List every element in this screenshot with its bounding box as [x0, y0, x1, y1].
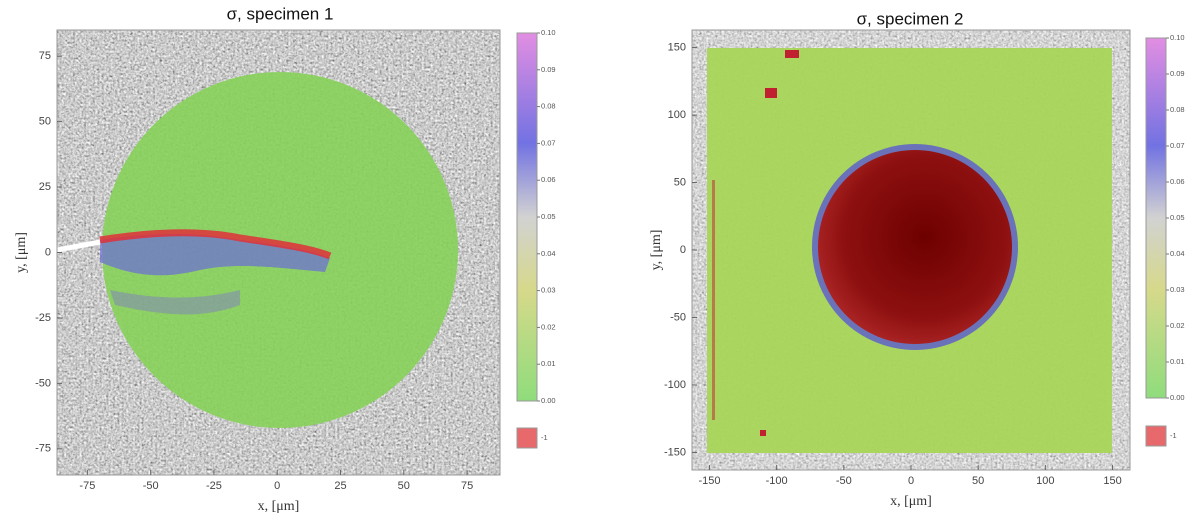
colorbar-tick-label: 0.08: [541, 102, 556, 111]
y-tick-label: -50: [670, 311, 686, 323]
specimen-1-image: [57, 30, 500, 475]
colorbar-tick-label: 0.09: [541, 65, 556, 74]
x-tick-label: -25: [206, 480, 222, 492]
missing-swatch: [516, 427, 538, 449]
colorbar-tick-label: 0.01: [541, 359, 556, 368]
y-tick-label: -25: [35, 312, 51, 324]
y-tick-label: 0: [680, 244, 686, 256]
colorbar-tick-label: 0.01: [1170, 357, 1185, 366]
chart-title: σ, specimen 2: [857, 9, 964, 28]
y-tick-label: 75: [39, 50, 51, 62]
y-tick-label: 0: [45, 246, 51, 258]
x-tick-label: -100: [766, 475, 788, 487]
x-tick-label: 75: [461, 480, 473, 492]
y-tick-label: -100: [664, 379, 686, 391]
y-tick-label: -50: [35, 377, 51, 389]
colorbar-tick-label: 0.02: [541, 322, 556, 331]
y-tick-label: 25: [39, 181, 51, 193]
specimen-2-image: [692, 30, 1130, 470]
colorbar-tick-label: 0.00: [1170, 393, 1185, 402]
x-tick-label: 150: [1103, 475, 1121, 487]
x-tick-label: 25: [334, 480, 346, 492]
y-tick-label: 100: [668, 109, 686, 121]
colorbar-tick-label: 0.06: [1170, 177, 1185, 186]
y-axis-label: y, [μm]: [14, 232, 29, 273]
y-tick-label: -150: [664, 446, 686, 458]
colorbar-tick-label: 0.10: [541, 28, 556, 37]
y-tick-label: -75: [35, 443, 51, 455]
x-tick-label: -50: [143, 480, 159, 492]
colorbar-tick-label: 0.07: [541, 138, 556, 147]
colorbar-tick-label: 0.06: [541, 175, 556, 184]
x-tick-label: -150: [698, 475, 720, 487]
x-axis-label: x, [μm]: [890, 494, 932, 509]
colorbar-tick-label: 0.05: [541, 212, 556, 221]
x-tick-label: -50: [836, 475, 852, 487]
colorbar-tick-label: 0.04: [541, 249, 556, 258]
colorbar-tick-label: 0.04: [1170, 249, 1185, 258]
colorbar: [516, 32, 538, 402]
y-tick-label: 150: [668, 41, 686, 53]
chart-title: σ, specimen 1: [227, 4, 334, 23]
y-tick-label: 50: [39, 116, 51, 128]
colorbar: [1145, 37, 1167, 399]
colorbar-tick-label: 0.03: [541, 286, 556, 295]
x-tick-label: 50: [398, 480, 410, 492]
x-tick-label: 50: [972, 475, 984, 487]
y-tick-label: 50: [674, 176, 686, 188]
colorbar-tick-label: 0.02: [1170, 321, 1185, 330]
colorbar-tick-label: 0.00: [541, 396, 556, 405]
colorbar-tick-label: 0.09: [1170, 69, 1185, 78]
colorbar-tick-label: 0.10: [1170, 33, 1185, 42]
colorbar-tick-label: 0.08: [1170, 105, 1185, 114]
x-tick-label: 0: [274, 480, 280, 492]
y-axis-label: y, [μm]: [649, 230, 664, 271]
colorbar-tick-label: 0.05: [1170, 213, 1185, 222]
x-tick-label: 0: [908, 475, 914, 487]
missing-label: -1: [1170, 431, 1177, 440]
x-tick-label: 100: [1036, 475, 1054, 487]
missing-swatch: [1145, 425, 1167, 447]
colorbar-tick-label: 0.03: [1170, 285, 1185, 294]
missing-label: -1: [541, 433, 548, 442]
colorbar-tick-label: 0.07: [1170, 141, 1185, 150]
x-tick-label: -75: [79, 480, 95, 492]
x-axis-label: x, [μm]: [258, 499, 300, 514]
